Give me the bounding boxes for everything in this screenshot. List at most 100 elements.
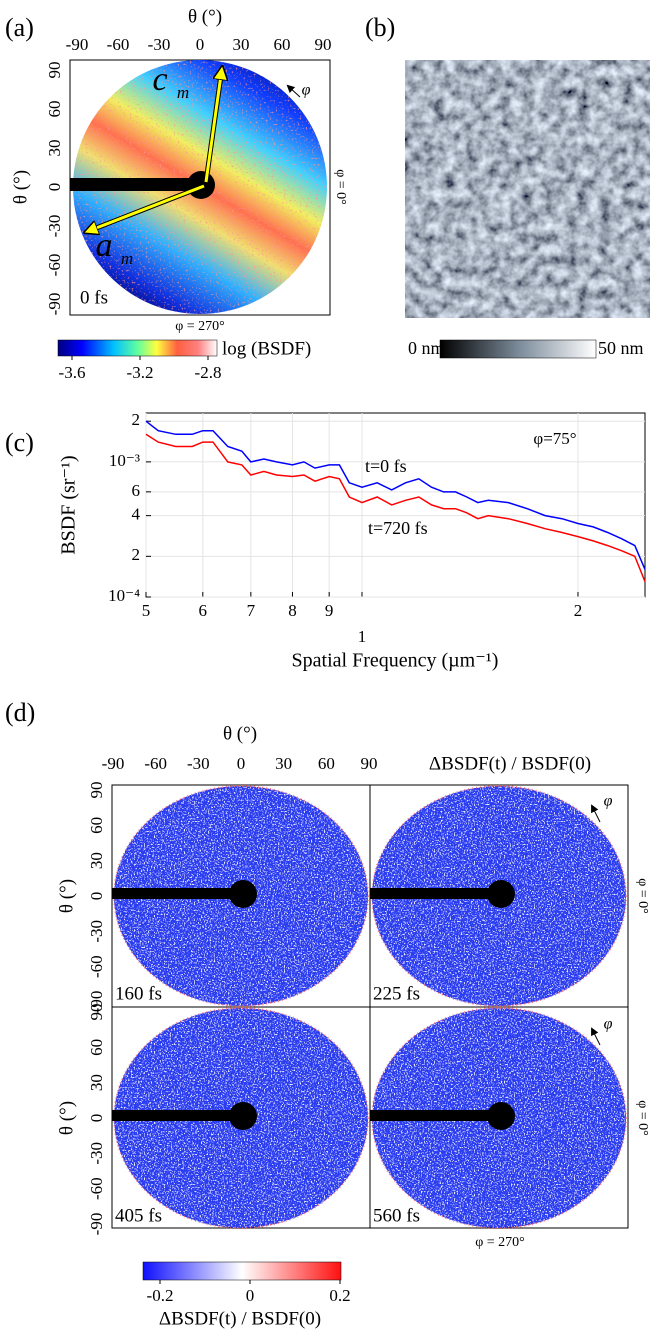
x-tick-label: 5 bbox=[142, 601, 151, 620]
time-label: 225 fs bbox=[373, 983, 420, 1004]
a-axis-arrow bbox=[86, 184, 205, 232]
y-tick-label: 90 bbox=[45, 62, 64, 79]
y-tick-label: 30 bbox=[87, 1074, 106, 1091]
y-tick-label: 0 bbox=[87, 892, 106, 901]
x-tick-label: -30 bbox=[148, 35, 171, 54]
colorbar bbox=[439, 339, 597, 359]
beam-stop bbox=[229, 1102, 257, 1130]
y-tick-label: -90 bbox=[45, 293, 64, 316]
phi-label: φ bbox=[604, 1016, 613, 1033]
x-tick-label: -60 bbox=[107, 35, 130, 54]
x-tick-label: 30 bbox=[233, 35, 250, 54]
x-tick-label: 60 bbox=[318, 754, 335, 773]
colorbar-tick-label: -2.8 bbox=[195, 363, 222, 382]
beam-stop bbox=[229, 880, 257, 908]
panel-label: (c) bbox=[5, 428, 34, 457]
x-tick-label: 30 bbox=[275, 754, 292, 773]
series-label: t=720 fs bbox=[368, 518, 428, 538]
scale-label: 50 nm bbox=[598, 338, 644, 358]
time-label: 405 fs bbox=[115, 1205, 162, 1226]
y-tick-label: 2 bbox=[132, 545, 141, 564]
axis-name: c bbox=[152, 61, 167, 98]
time-label: 0 fs bbox=[80, 287, 108, 308]
phi-arrow bbox=[286, 84, 301, 98]
y-tick-label: 30 bbox=[45, 140, 64, 157]
x-tick-label: -30 bbox=[187, 754, 210, 773]
axis-title: θ (°) bbox=[188, 6, 222, 27]
y-tick-label: -60 bbox=[87, 955, 106, 978]
y-tick-label: 60 bbox=[45, 101, 64, 118]
x-tick-label: -90 bbox=[102, 754, 125, 773]
x-axis-label: Spatial Frequency (µm⁻¹) bbox=[292, 650, 499, 672]
colorbar-tick-label: -3.6 bbox=[59, 363, 86, 382]
axis-title: θ (°) bbox=[10, 170, 31, 204]
x-tick-label: 6 bbox=[199, 601, 208, 620]
beam-stop bbox=[487, 880, 515, 908]
afm-texture bbox=[405, 60, 650, 318]
x-tick-label: 0 bbox=[196, 35, 205, 54]
y-tick-label: -30 bbox=[87, 1142, 106, 1165]
x-tick-label: 0 bbox=[237, 754, 246, 773]
x-tick-label: 8 bbox=[288, 601, 297, 620]
axis-title: θ (°) bbox=[56, 879, 77, 913]
annotation: φ=75° bbox=[533, 429, 576, 448]
panel-label: (d) bbox=[5, 698, 35, 727]
phi-arrow bbox=[591, 804, 601, 823]
y-axis-label: BSDF (sr⁻¹) bbox=[58, 455, 80, 554]
x-tick-label: 1 bbox=[358, 627, 367, 646]
axis-title: θ (°) bbox=[56, 1101, 77, 1135]
colorbar-label: log (BSDF) bbox=[222, 338, 311, 359]
delta-maps bbox=[112, 785, 627, 1229]
scale-label: 0 nm bbox=[408, 338, 445, 358]
panel-label: (b) bbox=[365, 13, 395, 42]
colorbar-label: ΔBSDF(t) / BSDF(0) bbox=[159, 1308, 321, 1329]
beam-block bbox=[112, 1110, 242, 1121]
beam-block bbox=[112, 888, 242, 899]
phi-label: φ = 270° bbox=[175, 319, 225, 334]
y-tick-label: -30 bbox=[45, 215, 64, 238]
phi-label: φ bbox=[604, 793, 613, 810]
x-tick-label: -90 bbox=[66, 35, 89, 54]
y-tick-label: 30 bbox=[87, 852, 106, 869]
beam-stop bbox=[487, 1102, 515, 1130]
y-tick-label: 2 bbox=[132, 410, 141, 429]
x-tick-label: 60 bbox=[274, 35, 291, 54]
phi-label: φ bbox=[302, 82, 311, 99]
c-axis-arrow bbox=[204, 68, 222, 183]
x-tick-label: -60 bbox=[144, 754, 167, 773]
x-tick-label: 2 bbox=[574, 601, 583, 620]
colorbar-tick-label: -0.2 bbox=[147, 1286, 174, 1305]
axis-title: θ (°) bbox=[223, 723, 257, 744]
y-tick-label: -60 bbox=[45, 254, 64, 277]
y-tick-label: 0 bbox=[45, 183, 64, 192]
y-tick-label: -60 bbox=[87, 1177, 106, 1200]
y-tick-label: 60 bbox=[87, 817, 106, 834]
phi-label: φ = 0° bbox=[333, 169, 348, 205]
colorbar-tick-label: 0.2 bbox=[329, 1286, 350, 1305]
colorbar-tick-label: -3.2 bbox=[127, 363, 154, 382]
panel-title: ΔBSDF(t) / BSDF(0) bbox=[429, 753, 591, 774]
axis-sub: m bbox=[121, 249, 133, 268]
phi-label: φ = 0° bbox=[635, 1100, 650, 1136]
series-line bbox=[145, 420, 646, 570]
panel-label: (a) bbox=[5, 13, 34, 42]
y-tick-label: 90 bbox=[87, 782, 106, 799]
series-label: t=0 fs bbox=[365, 456, 407, 476]
y-tick-label: -90 bbox=[87, 1213, 106, 1236]
y-tick-label: -90 bbox=[87, 991, 106, 1014]
beam-block bbox=[370, 888, 500, 899]
phi-label: φ = 0° bbox=[635, 878, 650, 914]
y-tick-label: 6 bbox=[132, 481, 141, 500]
axis-name: a bbox=[96, 227, 113, 264]
y-tick-label: 4 bbox=[132, 505, 141, 524]
y-tick-label: -30 bbox=[87, 920, 106, 943]
axis-sub: m bbox=[177, 83, 189, 102]
time-label: 560 fs bbox=[373, 1205, 420, 1226]
y-tick-label: 60 bbox=[87, 1039, 106, 1056]
x-tick-label: 90 bbox=[361, 754, 378, 773]
time-label: 160 fs bbox=[115, 983, 162, 1004]
x-tick-label: 90 bbox=[315, 35, 332, 54]
y-tick-label: 90 bbox=[87, 1004, 106, 1021]
